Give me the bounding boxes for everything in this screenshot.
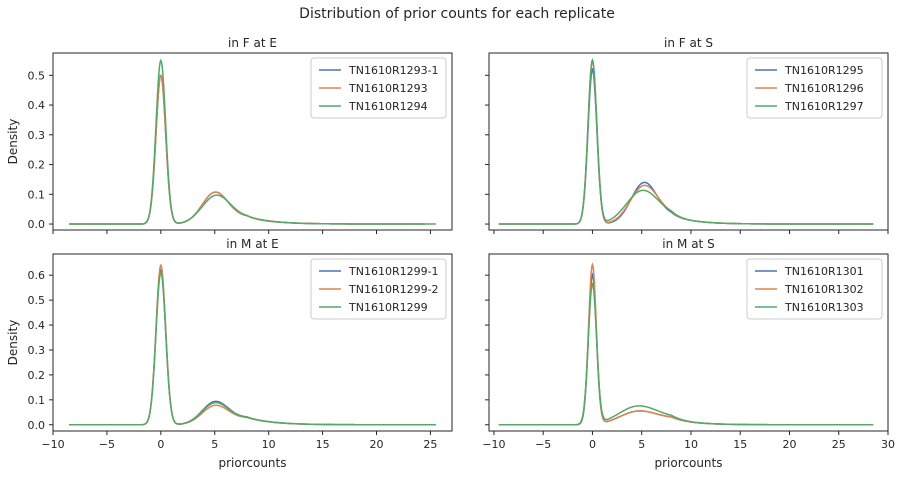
series-line-tn1610r1297 <box>498 58 874 225</box>
legend: TN1610R1293-1 TN1610R1293 TN1610R1294 <box>310 57 447 119</box>
x-tick-label: 0 <box>157 438 164 451</box>
y-tick-label: 0.3 <box>28 129 46 142</box>
series-line-tn1610r1299 <box>69 271 436 426</box>
legend-box <box>746 258 883 320</box>
x-tick-label: 10 <box>262 438 276 451</box>
y-tick-label: 0.1 <box>28 394 46 407</box>
legend-entry: TN1610R1299-1 <box>348 265 439 278</box>
figure-title: Distribution of prior counts for each re… <box>299 6 615 22</box>
panel-title: in F at E <box>228 36 277 50</box>
x-tick-label: −10 <box>482 438 505 451</box>
legend-entry: TN1610R1295 <box>784 64 864 77</box>
x-tick-label: 5 <box>638 438 645 451</box>
axes-frame <box>488 52 889 231</box>
panel-in-f-at-e: in F at E 0.0 0.1 0.2 0.3 0.4 0.5 Density TN1610… <box>6 36 453 234</box>
x-tick-label: 25 <box>832 438 846 451</box>
y-tick-label: 0.6 <box>28 269 46 282</box>
panel-title: in M at E <box>226 237 278 251</box>
y-axis-label: Density <box>6 119 20 165</box>
y-tick-label: 0.0 <box>28 218 46 231</box>
legend-entry: TN1610R1293-1 <box>348 64 439 77</box>
series-line-tn1610r1294 <box>69 58 436 225</box>
panel-in-m-at-s: in M at S −10 −5 0 5 10 15 20 25 30 priorcounts TN1… <box>482 237 895 470</box>
y-tick-label: 0.2 <box>28 159 46 172</box>
legend-entry: TN1610R1297 <box>784 100 864 113</box>
panel-title: in M at S <box>662 237 714 251</box>
y-tick-label: 0.2 <box>28 369 46 382</box>
x-tick-label: 25 <box>423 438 437 451</box>
y-tick-label: 0.1 <box>28 188 46 201</box>
legend-entry: TN1610R1299-2 <box>348 283 439 296</box>
axes-frame <box>488 253 889 432</box>
x-tick-label: 30 <box>881 438 895 451</box>
legend-entry: TN1610R1293 <box>348 82 428 95</box>
panel-in-m-at-e: in M at E −10 −5 0 5 10 15 20 25 0.0 0.1 0.2 0.3 0.4 0… <box>6 237 453 470</box>
x-tick-label: 0 <box>589 438 596 451</box>
y-tick-label: 0.5 <box>28 69 46 82</box>
legend: TN1610R1299-1 TN1610R1299-2 TN1610R1299 <box>310 258 447 320</box>
x-tick-label: −5 <box>535 438 551 451</box>
y-tick-label: 0.5 <box>28 294 46 307</box>
legend: TN1610R1301 TN1610R1302 TN1610R1303 <box>746 258 883 320</box>
axes-frame <box>52 52 453 231</box>
panels: in F at E 0.0 0.1 0.2 0.3 0.4 0.5 Density TN1610… <box>6 36 895 470</box>
axes-frame <box>52 253 453 432</box>
x-tick-label: 15 <box>733 438 747 451</box>
x-tick-label: 5 <box>211 438 218 451</box>
legend-entry: TN1610R1302 <box>784 283 864 296</box>
legend-box <box>310 258 447 320</box>
legend-entry: TN1610R1299 <box>348 301 428 314</box>
x-tick-label: −10 <box>41 438 64 451</box>
legend: TN1610R1295 TN1610R1296 TN1610R1297 <box>746 57 883 119</box>
x-tick-label: −5 <box>99 438 115 451</box>
legend-entry: TN1610R1294 <box>348 100 428 113</box>
y-tick-label: 0.4 <box>28 99 46 112</box>
legend-entry: TN1610R1303 <box>784 301 864 314</box>
y-tick-label: 0.4 <box>28 319 46 332</box>
x-tick-label: 20 <box>782 438 796 451</box>
x-axis-label: priorcounts <box>654 456 722 470</box>
x-tick-label: 15 <box>316 438 330 451</box>
y-tick-label: 0.3 <box>28 344 46 357</box>
legend-entry: TN1610R1296 <box>784 82 864 95</box>
panel-in-f-at-s: in F at STN1610R1295TN1610R1296TN1610R12… <box>485 36 889 234</box>
y-axis-label: Density <box>6 320 20 366</box>
y-tick-label: 0.0 <box>28 419 46 432</box>
series-line-tn1610r1303 <box>498 282 874 426</box>
panel-title: in F at S <box>664 36 713 50</box>
x-tick-label: 20 <box>370 438 384 451</box>
legend-entry: TN1610R1301 <box>784 265 864 278</box>
legend-box <box>310 57 447 119</box>
x-tick-label: 10 <box>684 438 698 451</box>
x-axis-label: priorcounts <box>218 456 286 470</box>
legend-box <box>746 57 883 119</box>
